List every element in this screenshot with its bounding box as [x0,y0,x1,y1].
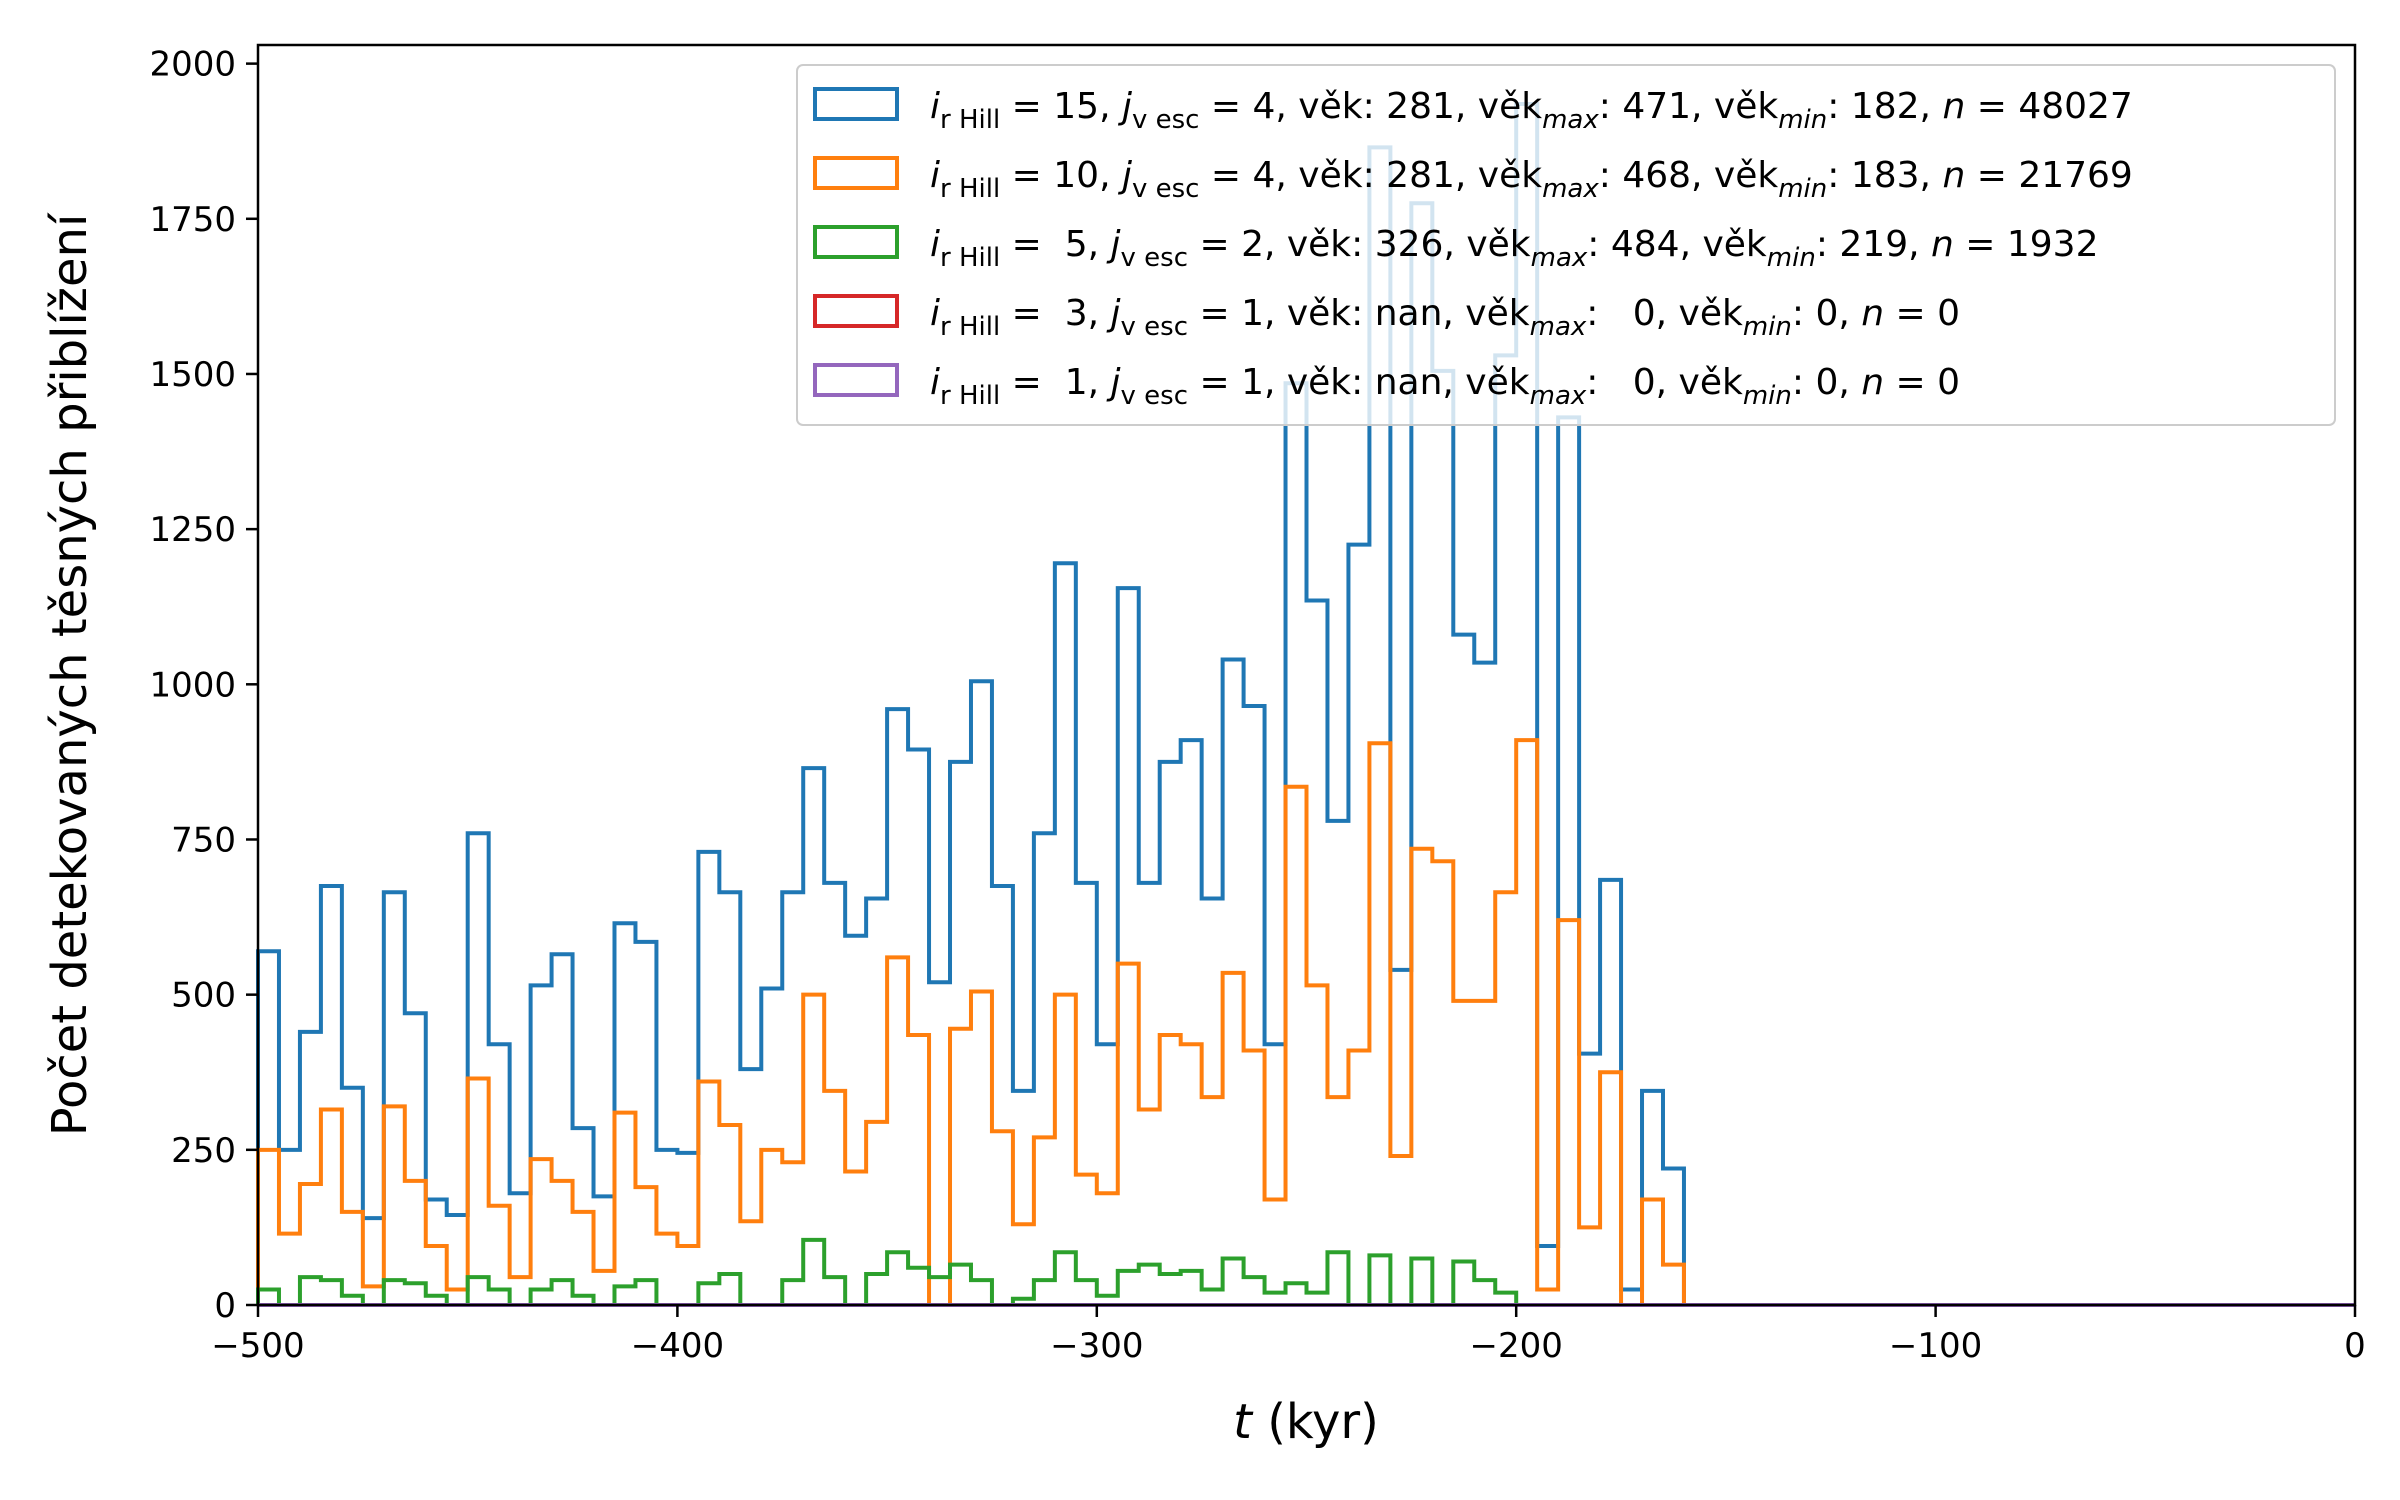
legend-box [796,64,2336,426]
x-tick-label: −500 [211,1326,304,1366]
legend-entry: ir Hill = 3, jv esc = 1, věk: nan, věkma… [813,293,1960,342]
x-tick-label: −400 [631,1326,724,1366]
x-axis-variable: t [1233,1394,1254,1450]
legend-swatch [813,87,899,121]
x-tick-label: 0 [2344,1326,2366,1366]
legend-label: ir Hill = 1, jv esc = 1, věk: nan, věkma… [930,362,1960,411]
y-tick-label: 250 [171,1131,236,1171]
y-tick-label: 500 [171,976,236,1016]
legend-entry: ir Hill = 1, jv esc = 1, věk: nan, věkma… [813,362,1960,411]
x-axis-label: t (kyr) [1233,1394,1379,1450]
legend-swatch [813,156,899,190]
legend-entry: ir Hill = 10, jv esc = 4, věk: 281, věkm… [813,155,2133,204]
y-axis: 0 250 500 750 1000 1250 1500 1750 2000 [149,45,258,1326]
y-tick-label: 750 [171,820,236,860]
y-axis-label: Počet detekovaných těsných přiblížení [42,212,98,1136]
legend-entry: ir Hill = 15, jv esc = 4, věk: 281, věkm… [813,86,2133,135]
legend-swatch [813,363,899,397]
legend-label: ir Hill = 3, jv esc = 1, věk: nan, věkma… [930,293,1960,342]
x-axis-unit: (kyr) [1252,1394,1379,1450]
x-tick-label: −100 [1889,1326,1982,1366]
y-tick-label: 2000 [149,45,236,85]
y-tick-label: 1250 [149,510,236,550]
legend-swatch [813,294,899,328]
legend-swatch [813,225,899,259]
x-axis: −500 −400 −300 −200 −100 0 [211,1305,2366,1366]
x-tick-label: −300 [1050,1326,1143,1366]
legend-label: ir Hill = 5, jv esc = 2, věk: 326, věkma… [930,224,2098,273]
y-tick-label: 0 [214,1286,236,1326]
x-tick-label: −200 [1470,1326,1563,1366]
legend-label: ir Hill = 10, jv esc = 4, věk: 281, věkm… [930,155,2133,204]
legend-entry: ir Hill = 5, jv esc = 2, věk: 326, věkma… [813,224,2098,273]
y-tick-label: 1750 [149,200,236,240]
y-tick-label: 1000 [149,665,236,705]
y-tick-label: 1500 [149,355,236,395]
legend-label: ir Hill = 15, jv esc = 4, věk: 281, věkm… [930,86,2133,135]
legend: ir Hill = 15, jv esc = 4, věk: 281, věkm… [796,64,2336,426]
axes-frame [256,43,2357,1307]
